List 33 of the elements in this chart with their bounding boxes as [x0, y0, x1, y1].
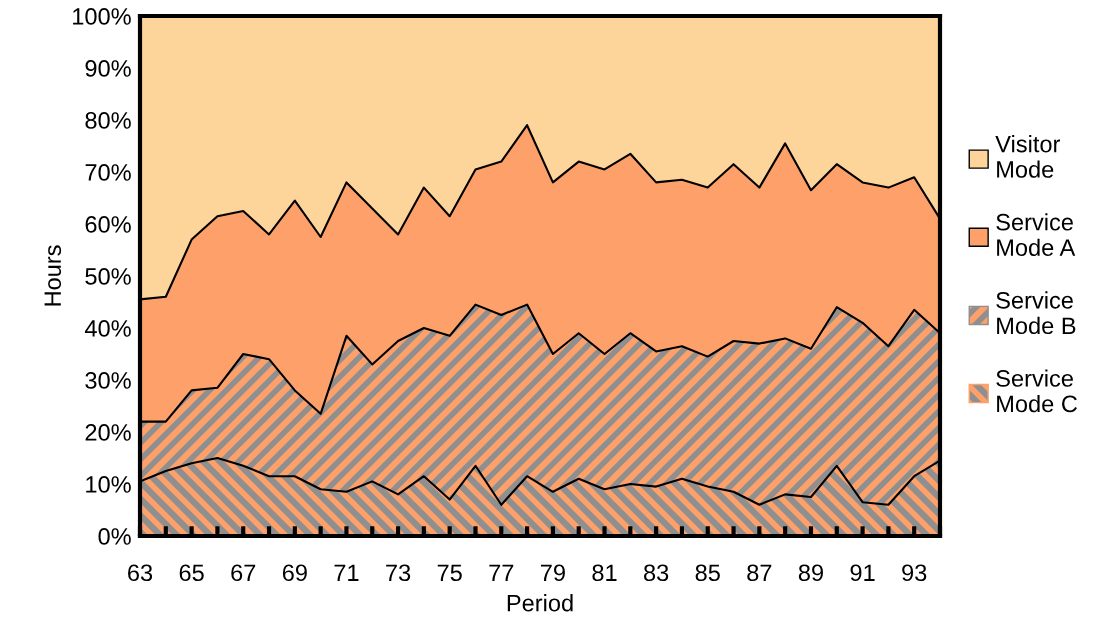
y-tick-label: 0% [98, 528, 131, 545]
y-tick-label: 20% [85, 424, 131, 441]
x-tick-label: 67 [231, 564, 256, 582]
legend-label: Service Mode C [996, 369, 1077, 413]
x-tick-label: 71 [334, 564, 359, 581]
legend-label: Visitor Mode [995, 135, 1061, 178]
x-tick-label: 73 [386, 564, 411, 582]
x-tick-label: 79 [540, 564, 565, 582]
legend-label: Service Mode A [996, 213, 1076, 256]
x-tick-label: 65 [179, 564, 204, 582]
x-axis-title: Period [507, 594, 573, 612]
x-tick-label: 89 [798, 564, 823, 582]
x-tick-label: 87 [747, 564, 772, 582]
x-tick-label: 81 [592, 564, 617, 582]
y-tick-label: 90% [85, 60, 131, 77]
y-axis-title: Hours [44, 245, 62, 306]
y-tick-label: 50% [85, 268, 131, 285]
x-tick-label: 85 [695, 564, 720, 582]
y-tick-label: 40% [84, 320, 131, 337]
x-tick-label: 63 [128, 564, 153, 582]
y-tick-label: 60% [85, 216, 131, 233]
x-tick-label: 69 [282, 564, 307, 582]
legend-label: Service Mode B [996, 291, 1076, 335]
x-tick-label: 91 [850, 564, 875, 582]
x-tick-label: 75 [437, 564, 462, 582]
y-tick-label: 70% [85, 164, 131, 181]
x-tick-label: 77 [489, 564, 514, 581]
y-tick-label: 10% [86, 476, 131, 493]
y-tick-label: 100% [73, 8, 131, 25]
x-tick-label: 83 [644, 564, 669, 582]
x-tick-label: 93 [902, 564, 927, 582]
y-tick-label: 30% [85, 372, 131, 389]
y-tick-label: 80% [85, 112, 131, 129]
